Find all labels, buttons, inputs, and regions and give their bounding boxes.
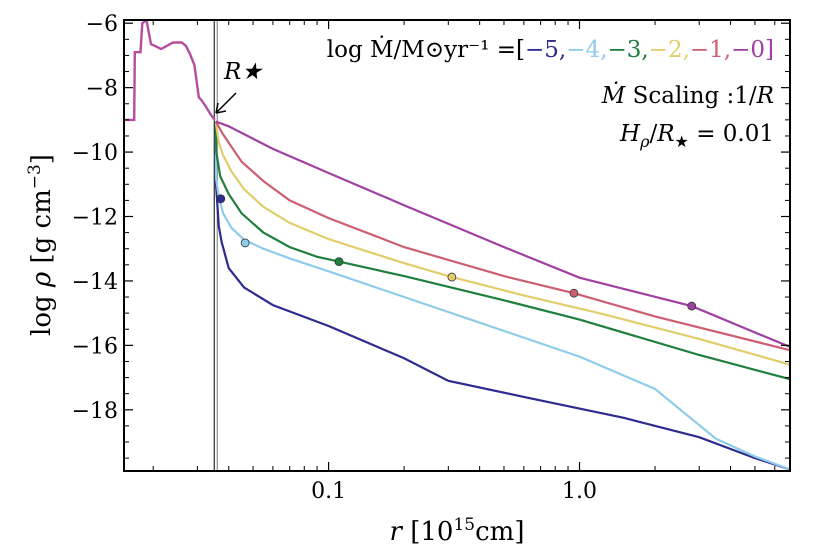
legend-suffix: ] — [765, 37, 774, 63]
plot-frame — [123, 19, 791, 472]
stellar-profile-line — [124, 20, 216, 122]
legend-entry-1: −4, — [566, 37, 607, 63]
series-line-2 — [214, 121, 790, 381]
plot-area — [124, 20, 790, 471]
legend-entry-5: −0 — [731, 37, 765, 63]
legend-prefix: log Ṁ/M⊙yr⁻¹ =[ — [327, 36, 525, 63]
series-marker-2 — [334, 257, 344, 267]
series-line-4 — [214, 120, 790, 352]
stellar-radius-annotation: R★ — [215, 59, 263, 114]
y-tick-label: −6 — [86, 12, 118, 37]
series-marker-0 — [216, 194, 226, 204]
x-tick-label: 0.1 — [311, 479, 346, 504]
stellar-radius-label: R★ — [223, 59, 263, 85]
legend-entry-4: −1, — [690, 37, 731, 63]
legend-entry-3: −2, — [649, 37, 690, 63]
series-line-3 — [214, 121, 790, 366]
x-tick-label: 1.0 — [562, 479, 597, 504]
series-line-0 — [214, 121, 790, 471]
y-tick-label: −18 — [72, 399, 118, 424]
legend: log Ṁ/M⊙yr⁻¹ =[−5,−4,−3,−2,−1,−0] — [327, 36, 774, 63]
y-tick-label: −8 — [86, 77, 118, 102]
series-marker-3 — [447, 272, 457, 282]
scale-height-annotation: Hρ/R★ = 0.01 — [619, 121, 774, 151]
y-axis-label: log ρ [g cm−3] — [25, 154, 57, 336]
series-marker-1 — [240, 238, 250, 248]
mdot-scaling-annotation: Ṁ Scaling :1/R — [601, 82, 774, 109]
y-tick-label: −14 — [72, 270, 118, 295]
y-tick-label: −16 — [72, 334, 118, 359]
y-tick-label: −12 — [72, 206, 118, 231]
y-tick-label: −10 — [72, 141, 118, 166]
series-line-5 — [215, 120, 790, 349]
legend-entry-0: −5, — [525, 37, 566, 63]
x-axis-label: r [1015cm] — [390, 515, 525, 547]
series-line-1 — [214, 121, 790, 471]
series-marker-4 — [569, 288, 579, 298]
series-marker-5 — [687, 301, 697, 311]
legend-entry-2: −3, — [607, 37, 648, 63]
